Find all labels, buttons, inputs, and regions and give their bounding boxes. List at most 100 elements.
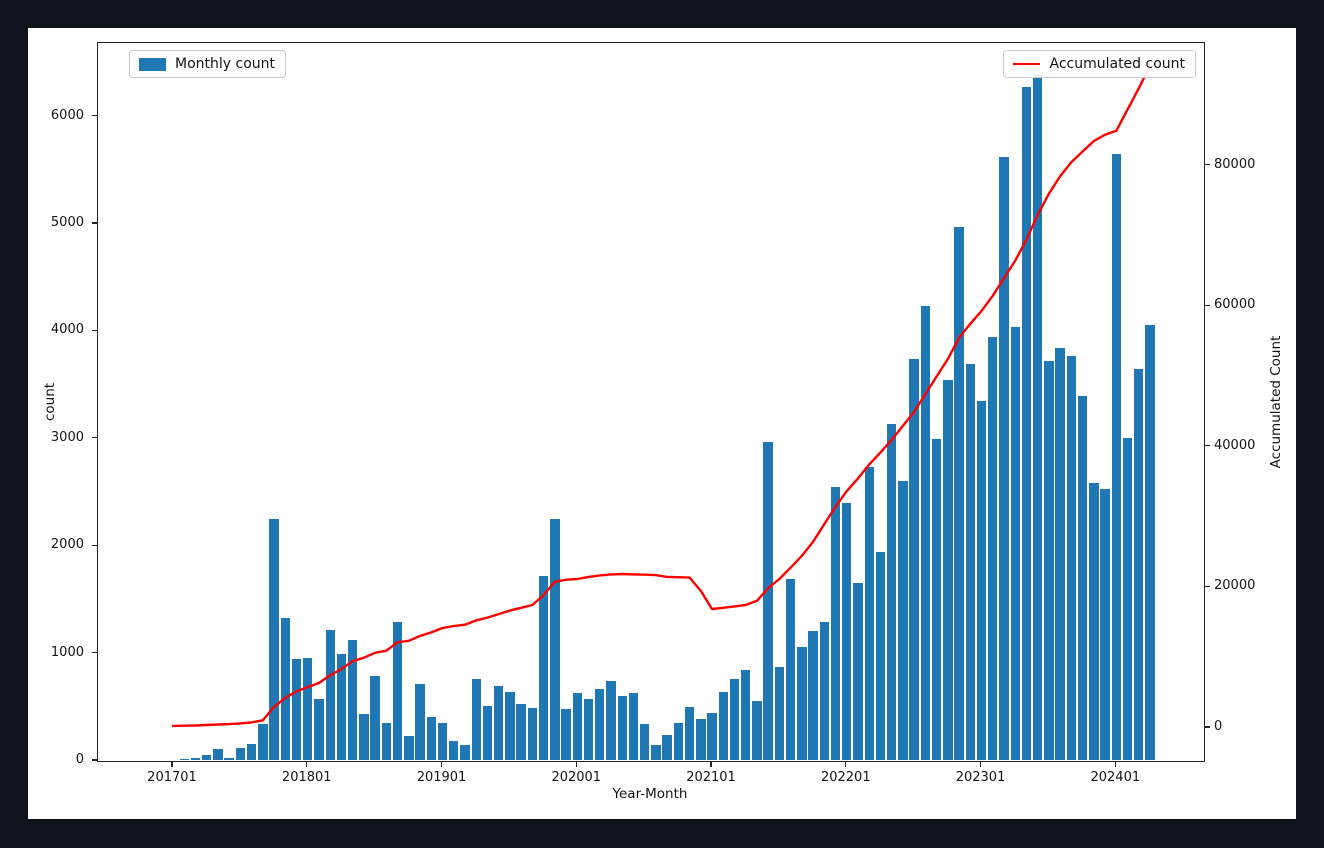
bar-2018-02 [314,699,324,760]
bar-2017-10 [269,519,279,760]
bar-2017-09 [258,724,268,760]
bar-2023-04 [1010,327,1020,760]
plot-area: Monthly count Accumulated count [97,42,1205,762]
bar-2020-03 [595,689,605,760]
bar-2020-09 [662,734,672,760]
bar-2023-11 [1089,482,1099,760]
bar-2022-10 [943,379,953,760]
left-tick [91,114,97,117]
bar-2020-12 [696,718,706,760]
bar-2017-02 [179,758,189,760]
bar-2023-07 [1044,361,1054,760]
bar-2024-02 [1122,437,1133,760]
x-tick [171,761,173,767]
bar-2020-11 [684,707,695,760]
bar-2021-06 [763,442,773,760]
left-tick [91,651,97,654]
left-tick-label: 2000 [50,537,84,553]
bar-2022-08 [920,305,931,760]
bar-2020-02 [583,698,594,760]
legend-accumulated-count: Accumulated count [1003,50,1196,78]
bar-2021-03 [729,679,740,760]
right-axis-title: Accumulated Count [1268,335,1284,469]
x-tick [306,761,308,767]
bar-swatch-icon [139,57,166,71]
x-tick-label: 202401 [1090,770,1141,785]
left-tick [91,759,97,761]
bar-2020-10 [673,722,684,760]
right-tick [1204,445,1210,447]
bar-2020-08 [651,744,661,760]
bar-2022-07 [909,359,919,760]
chart-figure: Monthly count Accumulated count 0 1000 200… [28,28,1296,819]
left-tick-label: 4000 [50,322,84,338]
bar-2023-10 [1077,395,1088,760]
bar-2023-06 [1033,73,1043,760]
x-tick-label: 202101 [686,770,736,785]
bar-2022-03 [864,466,874,760]
left-tick [91,329,97,332]
right-tick-label: 60000 [1214,297,1256,313]
bar-2023-03 [999,157,1009,760]
bar-2017-11 [280,618,290,760]
left-tick [91,437,97,439]
bar-2021-09 [797,647,807,760]
bar-2017-12 [291,658,302,760]
bar-2018-11 [415,683,425,760]
x-tick [710,761,712,767]
right-tick-label: 80000 [1214,156,1256,172]
legend-accumulated-label: Accumulated count [1049,56,1185,72]
bar-2018-01 [303,657,313,760]
bar-2018-09 [392,622,403,760]
right-tick [1204,585,1210,588]
x-tick [845,761,847,767]
bar-2021-08 [785,579,796,760]
right-tick-label: 0 [1214,719,1223,734]
bar-2019-02 [449,740,459,760]
x-tick-label: 202301 [955,770,1006,785]
legend-monthly-count: Monthly count [129,50,287,78]
left-tick-label: 6000 [50,107,84,123]
bar-2022-02 [853,582,863,760]
bar-2023-01 [976,401,987,760]
left-tick [91,222,97,224]
bar-2021-10 [808,631,818,760]
bar-2017-05 [213,749,223,760]
bar-2024-03 [1134,368,1144,760]
right-tick-label: 40000 [1214,437,1256,453]
bar-2019-04 [471,679,481,760]
bar-2023-09 [1066,356,1077,760]
right-tick [1204,304,1210,306]
x-tick [440,761,443,767]
bar-2019-03 [460,744,470,760]
bar-2021-11 [819,622,830,760]
right-tick [1204,163,1210,166]
x-axis-title: Year-Month [612,786,688,802]
bar-2020-07 [639,724,650,760]
bar-2017-03 [190,757,201,760]
bar-2020-04 [606,680,616,760]
bar-2023-08 [1055,347,1065,760]
bar-2019-08 [516,704,526,760]
bar-2019-06 [493,685,504,760]
bar-2019-12 [561,709,571,760]
bar-2024-01 [1111,154,1121,760]
bar-2022-06 [898,480,908,760]
bar-2018-04 [336,653,347,760]
right-tick-label: 20000 [1214,578,1256,594]
x-tick-label: 201901 [416,770,467,785]
line-swatch-icon [1013,62,1041,66]
bar-2020-05 [617,696,627,760]
bar-2017-07 [235,747,246,760]
bar-2022-11 [954,227,964,760]
right-tick [1204,726,1210,728]
x-tick-label: 202001 [551,770,602,785]
bar-2017-04 [201,754,212,760]
bar-2022-09 [931,438,942,760]
bar-2022-05 [887,423,897,760]
bar-2023-12 [1100,489,1110,760]
bar-2021-02 [718,692,728,760]
left-tick-label: 0 [75,752,84,767]
x-tick-label: 202201 [820,770,871,785]
x-tick-label: 201701 [147,770,197,785]
